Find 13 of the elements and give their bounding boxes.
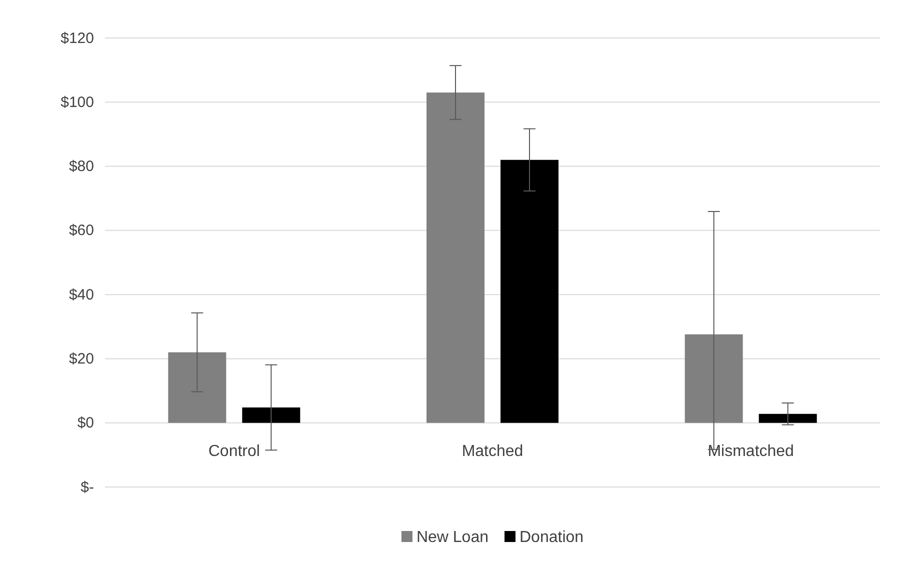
y-tick-label: $120 [60, 30, 94, 47]
y-tick-label: $- [80, 478, 94, 496]
y-tick-label: $100 [60, 94, 94, 111]
y-tick-label: $80 [68, 158, 94, 176]
y-tick-label: $0 [77, 414, 94, 432]
x-tick-label: Mismatched [708, 442, 794, 460]
legend-label: Donation [520, 529, 584, 546]
x-tick-label: Matched [462, 442, 524, 460]
legend-label: New Loan [416, 529, 488, 546]
y-tick-label: $20 [68, 350, 94, 368]
x-tick-label: Control [208, 442, 260, 460]
y-tick-label: $60 [68, 222, 94, 240]
y-tick-label: $40 [68, 286, 94, 304]
